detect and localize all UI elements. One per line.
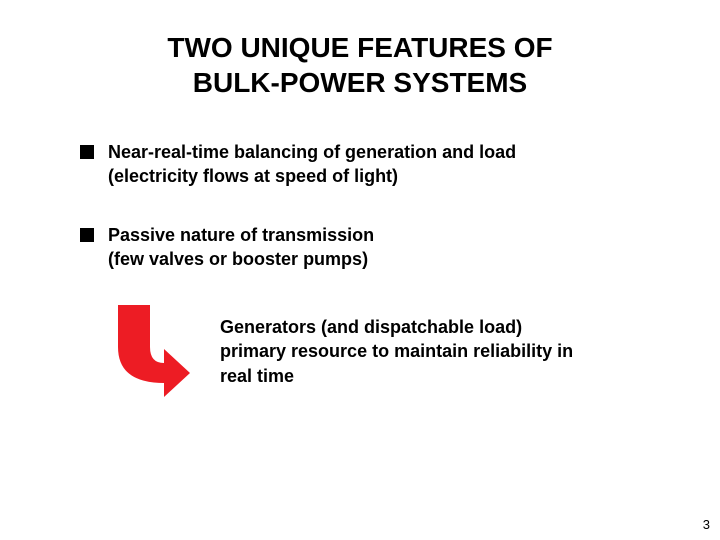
title-line-2: BULK-POWER SYSTEMS: [193, 67, 527, 98]
conclusion-block: Generators (and dispatchable load) prima…: [100, 305, 660, 400]
bullet-main-2: Passive nature of transmission: [108, 225, 374, 245]
title-line-1: TWO UNIQUE FEATURES OF: [167, 32, 552, 63]
slide-title: TWO UNIQUE FEATURES OF BULK-POWER SYSTEM…: [100, 30, 620, 100]
conclusion-text: Generators (and dispatchable load) prima…: [220, 305, 580, 388]
bullet-item-2: Passive nature of transmission (few valv…: [80, 223, 660, 272]
bullet-main-1: Near-real-time balancing of generation a…: [108, 142, 516, 162]
bullet-sub-2: (few valves or booster pumps): [108, 249, 368, 269]
bullet-list: Near-real-time balancing of generation a…: [80, 140, 660, 271]
curved-arrow-icon: [100, 305, 190, 400]
slide-container: TWO UNIQUE FEATURES OF BULK-POWER SYSTEM…: [0, 0, 720, 540]
bullet-item-1: Near-real-time balancing of generation a…: [80, 140, 660, 189]
bullet-sub-1: (electricity flows at speed of light): [108, 166, 398, 186]
page-number: 3: [703, 517, 710, 532]
